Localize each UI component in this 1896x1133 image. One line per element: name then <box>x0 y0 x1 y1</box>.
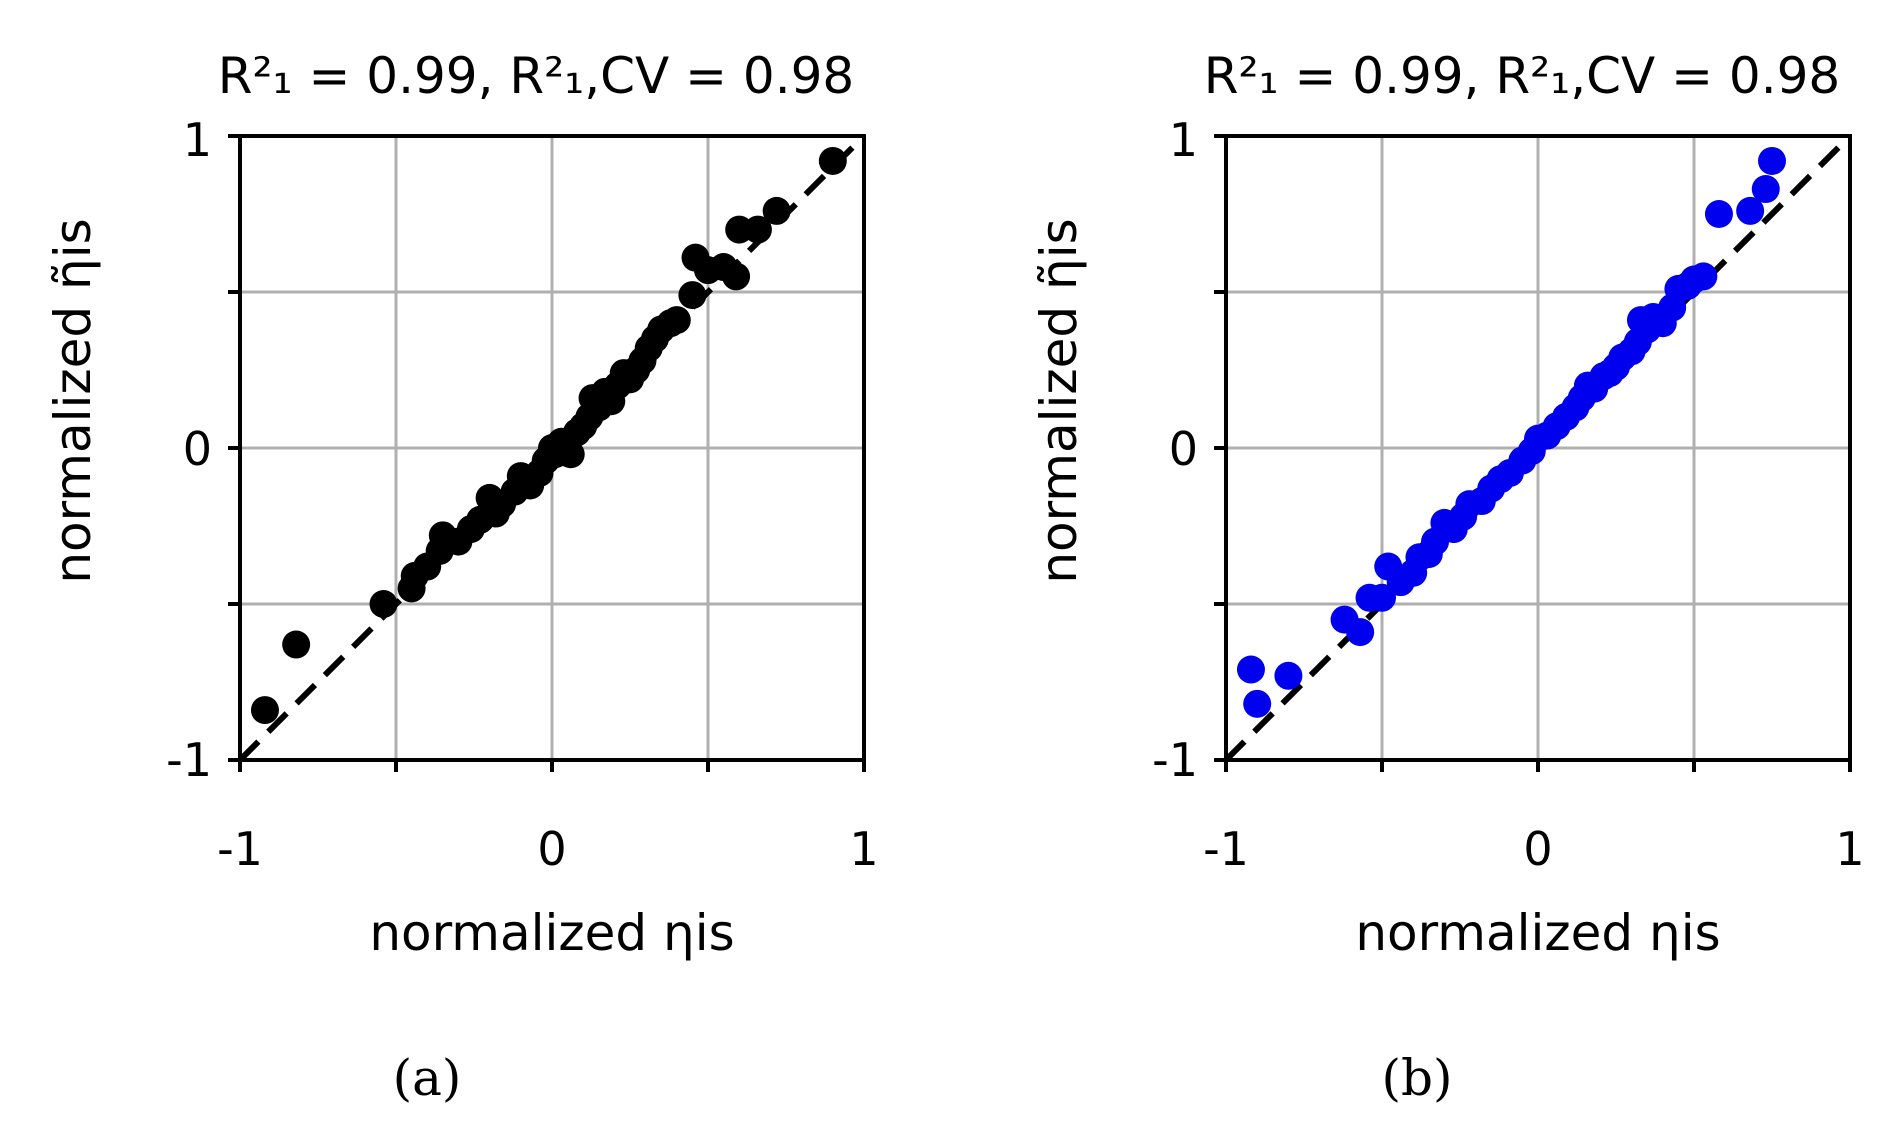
chart-b-ytick-max: 1 <box>1169 113 1198 167</box>
chart-b-point-2 <box>1274 661 1303 690</box>
chart-b-ytick-min: -1 <box>1152 733 1198 787</box>
chart-panel-a: R²₁ = 0.99, R²₁,CV = 0.98 -1 0 1 1 0 -1 … <box>44 47 879 1107</box>
chart-b-point-49 <box>1758 146 1786 175</box>
chart-a-point-47 <box>762 196 791 225</box>
chart-b-xlabel: normalized ηis <box>1355 904 1720 962</box>
chart-b-ytick-mid: 0 <box>1169 422 1198 476</box>
chart-a-point-22 <box>556 440 585 469</box>
chart-a-xtick-max: 1 <box>849 822 878 876</box>
chart-b-tick-marks <box>1214 134 1852 772</box>
chart-b-point-47 <box>1736 196 1765 225</box>
chart-b-point-45 <box>1689 262 1718 291</box>
chart-a-panel-label: (a) <box>393 1049 462 1107</box>
chart-a-tick-marks <box>228 134 866 772</box>
chart-b-point-1 <box>1243 689 1272 718</box>
chart-a-ytick-min: -1 <box>166 733 212 787</box>
chart-b-points <box>1236 146 1786 718</box>
chart-b-point-46 <box>1704 200 1733 228</box>
chart-a-ytick-max: 1 <box>183 113 212 167</box>
chart-a-point-46 <box>743 215 772 244</box>
chart-b-point-4 <box>1346 618 1375 647</box>
chart-a-xtick-min: -1 <box>217 822 263 876</box>
chart-a-point-1 <box>282 630 311 659</box>
chart-a-point-39 <box>662 306 691 335</box>
chart-b-xtick-mid: 0 <box>1523 822 1552 876</box>
chart-a-xtick-mid: 0 <box>537 822 566 876</box>
chart-a-point-44 <box>722 262 751 291</box>
chart-b-xtick-min: -1 <box>1203 822 1249 876</box>
chart-a-point-48 <box>818 146 847 175</box>
chart-b-xtick-max: 1 <box>1835 822 1864 876</box>
chart-b-ylabel: normalized η̃is <box>1030 218 1088 583</box>
chart-a-point-0 <box>250 696 279 725</box>
chart-a-ylabel: normalized η̃is <box>44 218 102 583</box>
chart-b-point-6 <box>1368 583 1396 612</box>
chart-panel-b: R²₁ = 0.99, R²₁,CV = 0.98 -1 0 1 1 0 -1 … <box>1030 47 1865 1107</box>
chart-a-point-40 <box>678 281 707 310</box>
chart-a-xlabel: normalized ηis <box>369 904 734 962</box>
chart-b-panel-label: (b) <box>1381 1049 1452 1107</box>
chart-a-point-2 <box>369 590 398 618</box>
chart-a-points <box>250 146 847 725</box>
chart-b-point-48 <box>1751 175 1780 204</box>
chart-a-title: R²₁ = 0.99, R²₁,CV = 0.98 <box>218 47 854 105</box>
chart-b-title: R²₁ = 0.99, R²₁,CV = 0.98 <box>1204 47 1840 105</box>
chart-b-point-0 <box>1236 655 1265 684</box>
chart-a-ytick-mid: 0 <box>183 422 212 476</box>
